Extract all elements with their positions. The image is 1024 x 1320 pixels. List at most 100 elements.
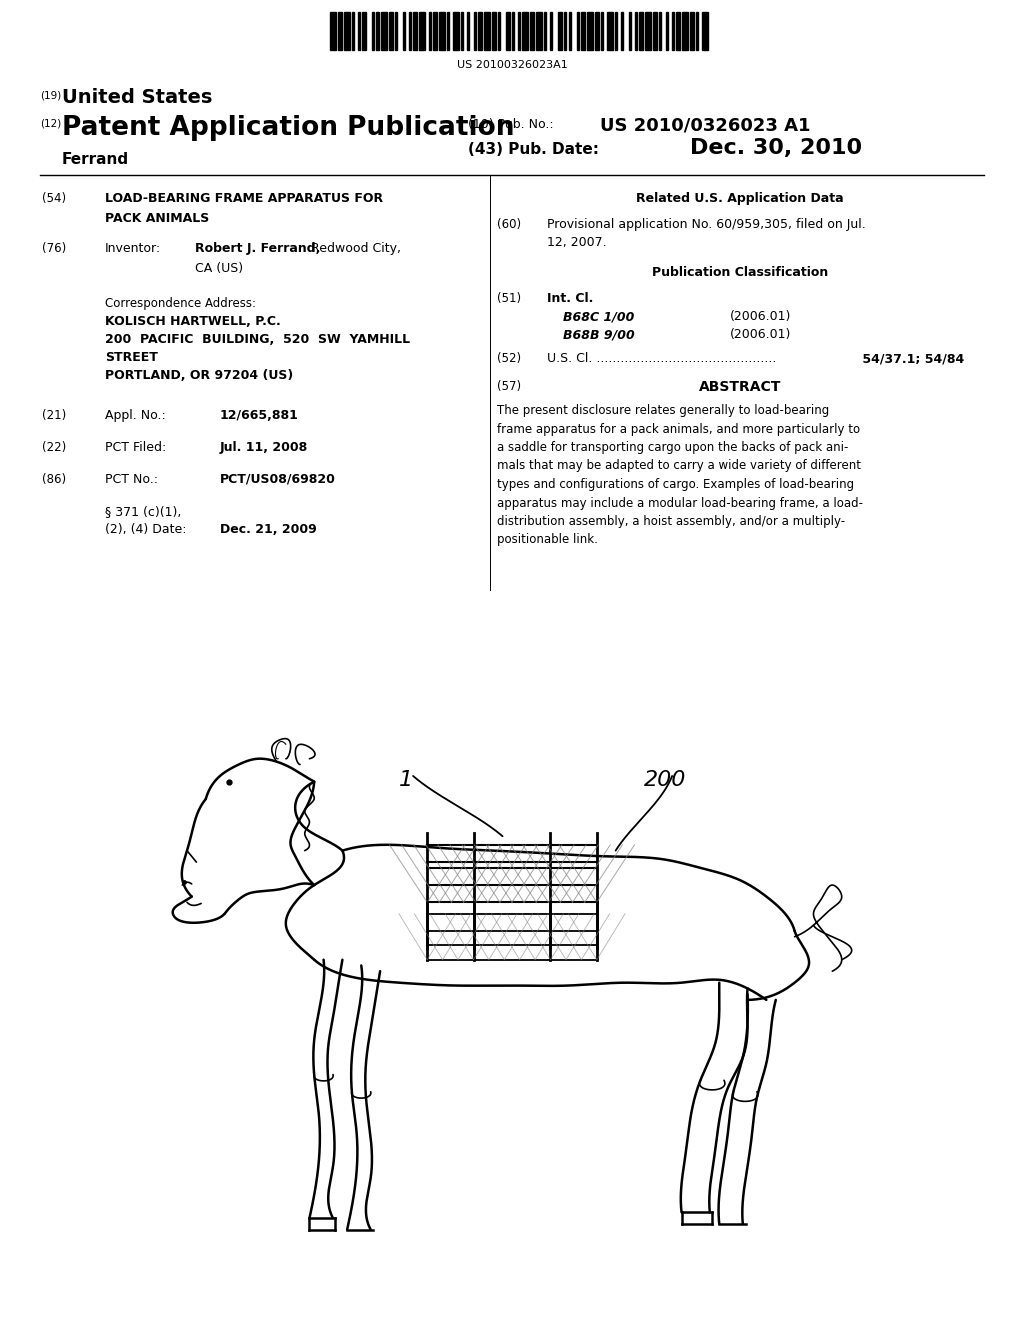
Text: US 2010/0326023 A1: US 2010/0326023 A1 — [600, 116, 811, 135]
Text: (76): (76) — [42, 242, 67, 255]
Text: Appl. No.:: Appl. No.: — [105, 409, 166, 422]
Text: PCT Filed:: PCT Filed: — [105, 441, 166, 454]
Bar — [621, 12, 623, 50]
Bar — [512, 12, 514, 50]
Bar — [607, 12, 613, 50]
Bar — [629, 12, 631, 50]
Bar — [578, 12, 580, 50]
Bar — [506, 12, 510, 50]
Bar — [518, 12, 520, 50]
Text: LOAD-BEARING FRAME APPARATUS FOR: LOAD-BEARING FRAME APPARATUS FOR — [105, 191, 383, 205]
Bar — [376, 12, 380, 50]
Text: Related U.S. Application Data: Related U.S. Application Data — [636, 191, 844, 205]
Text: (21): (21) — [42, 409, 67, 422]
Bar — [352, 12, 353, 50]
Bar — [558, 12, 561, 50]
Text: Dec. 21, 2009: Dec. 21, 2009 — [220, 523, 316, 536]
Bar — [639, 12, 643, 50]
Bar — [344, 12, 350, 50]
Bar — [582, 12, 586, 50]
Bar — [357, 12, 359, 50]
Text: (12): (12) — [40, 117, 61, 128]
Bar — [419, 12, 425, 50]
Text: US 20100326023A1: US 20100326023A1 — [457, 59, 567, 70]
Text: PORTLAND, OR 97204 (US): PORTLAND, OR 97204 (US) — [105, 370, 293, 381]
Bar — [439, 12, 444, 50]
Text: (22): (22) — [42, 441, 67, 454]
Bar — [673, 12, 675, 50]
Bar — [682, 12, 688, 50]
Text: B68C 1/00: B68C 1/00 — [563, 310, 635, 323]
Text: CA (US): CA (US) — [195, 261, 243, 275]
Bar — [544, 12, 546, 50]
Bar — [645, 12, 650, 50]
Bar — [330, 12, 336, 50]
Text: (10) Pub. No.:: (10) Pub. No.: — [468, 117, 554, 131]
Text: (51): (51) — [497, 292, 521, 305]
Text: ABSTRACT: ABSTRACT — [698, 380, 781, 393]
Text: STREET: STREET — [105, 351, 158, 364]
Bar — [563, 12, 565, 50]
Bar — [522, 12, 528, 50]
Bar — [429, 12, 431, 50]
Bar — [474, 12, 476, 50]
Bar — [702, 12, 708, 50]
Bar — [372, 12, 374, 50]
Bar — [677, 12, 680, 50]
Bar — [467, 12, 469, 50]
Text: 1: 1 — [399, 770, 413, 791]
Bar — [667, 12, 669, 50]
Bar — [499, 12, 500, 50]
Bar — [410, 12, 412, 50]
Bar — [493, 12, 497, 50]
Text: (60): (60) — [497, 218, 521, 231]
Bar — [536, 12, 542, 50]
Text: (86): (86) — [42, 473, 67, 486]
Text: (54): (54) — [42, 191, 67, 205]
Text: Provisional application No. 60/959,305, filed on Jul.: Provisional application No. 60/959,305, … — [547, 218, 865, 231]
Bar — [461, 12, 463, 50]
Bar — [361, 12, 366, 50]
Bar — [635, 12, 637, 50]
Text: Correspondence Address:: Correspondence Address: — [105, 297, 256, 310]
Bar — [569, 12, 571, 50]
Text: Jul. 11, 2008: Jul. 11, 2008 — [220, 441, 308, 454]
Text: (57): (57) — [497, 380, 521, 393]
Bar — [403, 12, 406, 50]
Bar — [338, 12, 342, 50]
Text: Patent Application Publication: Patent Application Publication — [62, 115, 514, 141]
Text: § 371 (c)(1),: § 371 (c)(1), — [105, 506, 181, 517]
Text: Int. Cl.: Int. Cl. — [547, 292, 593, 305]
Bar — [652, 12, 656, 50]
Text: (19): (19) — [40, 90, 61, 100]
Bar — [382, 12, 387, 50]
Bar — [615, 12, 617, 50]
Text: 12/665,881: 12/665,881 — [220, 409, 299, 422]
Bar — [595, 12, 599, 50]
Bar — [550, 12, 552, 50]
Text: Robert J. Ferrand,: Robert J. Ferrand, — [195, 242, 321, 255]
Text: PCT/US08/69820: PCT/US08/69820 — [220, 473, 336, 486]
Text: U.S. Cl. .............................................: U.S. Cl. ...............................… — [547, 352, 776, 366]
Text: Ferrand: Ferrand — [62, 152, 129, 168]
Text: (43) Pub. Date:: (43) Pub. Date: — [468, 143, 599, 157]
Bar — [433, 12, 437, 50]
Text: PACK ANIMALS: PACK ANIMALS — [105, 213, 209, 224]
Text: 200: 200 — [644, 770, 686, 791]
Bar — [588, 12, 593, 50]
Bar — [696, 12, 698, 50]
Text: Dec. 30, 2010: Dec. 30, 2010 — [690, 139, 862, 158]
Bar — [395, 12, 397, 50]
Bar — [690, 12, 694, 50]
Text: PCT No.:: PCT No.: — [105, 473, 158, 486]
Text: 54/37.1; 54/84: 54/37.1; 54/84 — [858, 352, 965, 366]
Text: The present disclosure relates generally to load-bearing
frame apparatus for a p: The present disclosure relates generally… — [497, 404, 863, 546]
Bar — [389, 12, 393, 50]
Bar — [601, 12, 603, 50]
Bar — [484, 12, 490, 50]
Bar — [453, 12, 459, 50]
Text: 12, 2007.: 12, 2007. — [547, 236, 606, 249]
Text: (52): (52) — [497, 352, 521, 366]
Text: Inventor:: Inventor: — [105, 242, 161, 255]
Text: B68B 9/00: B68B 9/00 — [563, 327, 635, 341]
